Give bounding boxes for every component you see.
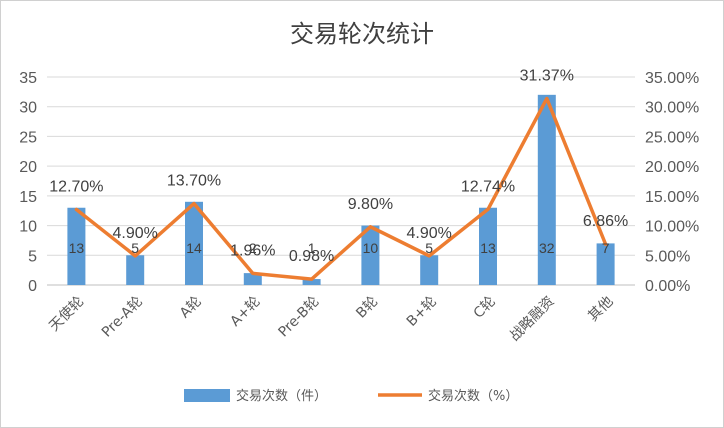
gridlines <box>47 76 635 286</box>
line-data-label: 13.70% <box>167 173 221 190</box>
bar-data-label: 13 <box>69 240 85 256</box>
line-point <box>545 97 549 101</box>
line-point <box>74 208 78 212</box>
category-label: 其他 <box>585 294 616 325</box>
line-data-label: 4.90% <box>407 225 452 242</box>
line-data-label: 1.96% <box>230 242 275 259</box>
left-axis-tick-label: 20 <box>19 159 37 176</box>
legend: 交易次数（件） 交易次数（%） <box>184 388 518 404</box>
bar-data-label: 1 <box>308 240 316 256</box>
left-axis-tick-label: 25 <box>19 129 37 146</box>
bar-series <box>67 94 615 285</box>
right-axis-ticks: 0.00% 5.00% 10.00% 15.00% 20.00% 25.00% 30.00%… <box>645 70 699 295</box>
right-axis-tick-label: 30.00% <box>645 100 699 117</box>
line-point <box>310 277 314 281</box>
line-point <box>368 225 372 229</box>
line-data-label: 6.86% <box>583 213 628 230</box>
left-axis-tick-label: 15 <box>19 189 37 206</box>
line-data-label: 12.70% <box>49 179 103 196</box>
line-data-label: 4.90% <box>113 225 158 242</box>
bar <box>361 225 380 285</box>
category-label: Pre-A轮 <box>99 294 146 341</box>
left-axis-tick-label: 0 <box>28 278 37 295</box>
legend-label-line: 交易次数（%） <box>428 388 518 404</box>
legend-label-bar: 交易次数（件） <box>236 388 327 404</box>
category-label: C轮 <box>471 294 499 322</box>
bar <box>537 94 556 285</box>
category-label: 天使轮 <box>46 293 88 335</box>
line-data-label: 12.74% <box>461 178 515 195</box>
legend-swatch-bar <box>184 389 230 402</box>
line-path <box>74 96 608 281</box>
category-label: A轮 <box>177 294 205 322</box>
category-label: B轮 <box>353 294 381 322</box>
bar-data-label: 32 <box>539 240 555 256</box>
line-data-label: 9.80% <box>348 196 393 213</box>
left-axis-tick-label: 10 <box>19 219 37 236</box>
bar <box>243 273 262 285</box>
category-label: A+轮 <box>227 294 263 330</box>
left-axis-tick-label: 5 <box>28 248 37 265</box>
line-point <box>192 202 196 206</box>
line-series <box>74 96 608 281</box>
bar <box>67 207 86 285</box>
line-point <box>251 271 255 275</box>
right-axis-tick-label: 15.00% <box>645 189 699 206</box>
bar <box>479 207 497 285</box>
left-axis-tick-label: 35 <box>19 70 37 87</box>
category-label: B+轮 <box>404 294 440 330</box>
category-label: 战略融资 <box>507 294 558 345</box>
bar-data-label: 5 <box>131 240 139 256</box>
bar-data-label: 7 <box>602 240 610 256</box>
bar <box>126 255 145 285</box>
right-axis-tick-label: 5.00% <box>645 248 690 265</box>
left-axis-tick-label: 30 <box>19 100 37 117</box>
bar-data-label: 2 <box>249 240 257 256</box>
line-point <box>604 242 608 246</box>
left-axis-ticks: 0 5 10 15 20 25 30 35 <box>19 70 37 295</box>
line-data-labels: 12.70% 4.90% 13.70% 1.96% 0.98% 9.80% 4.90% 12.… <box>49 68 628 266</box>
line-point <box>427 254 431 258</box>
category-labels: 天使轮 Pre-A轮 A轮 A+轮 Pre-B轮 B轮 B+轮 C轮 战略融资 其他 <box>46 293 617 345</box>
bar <box>302 279 321 285</box>
line-data-label: 31.37% <box>520 68 574 85</box>
right-axis-tick-label: 10.00% <box>645 219 699 236</box>
bar <box>596 243 615 285</box>
right-axis-tick-label: 35.00% <box>645 70 699 87</box>
right-axis-tick-label: 0.00% <box>645 278 690 295</box>
bar-data-label: 10 <box>363 240 379 256</box>
line-data-label: 0.98% <box>289 248 334 265</box>
right-axis-tick-label: 20.00% <box>645 159 699 176</box>
line-point <box>133 254 137 258</box>
bar <box>185 201 203 285</box>
bar <box>420 255 439 285</box>
bar-data-labels: 13 5 14 2 1 10 5 13 32 7 <box>69 240 610 256</box>
right-axis-tick-label: 25.00% <box>645 129 699 146</box>
category-label: Pre-B轮 <box>275 294 322 341</box>
bar-data-label: 5 <box>425 240 433 256</box>
bar-data-label: 13 <box>480 240 496 256</box>
bar-data-label: 14 <box>186 240 202 256</box>
chart-title: 交易轮次统计 <box>290 20 434 48</box>
line-point <box>486 207 490 211</box>
